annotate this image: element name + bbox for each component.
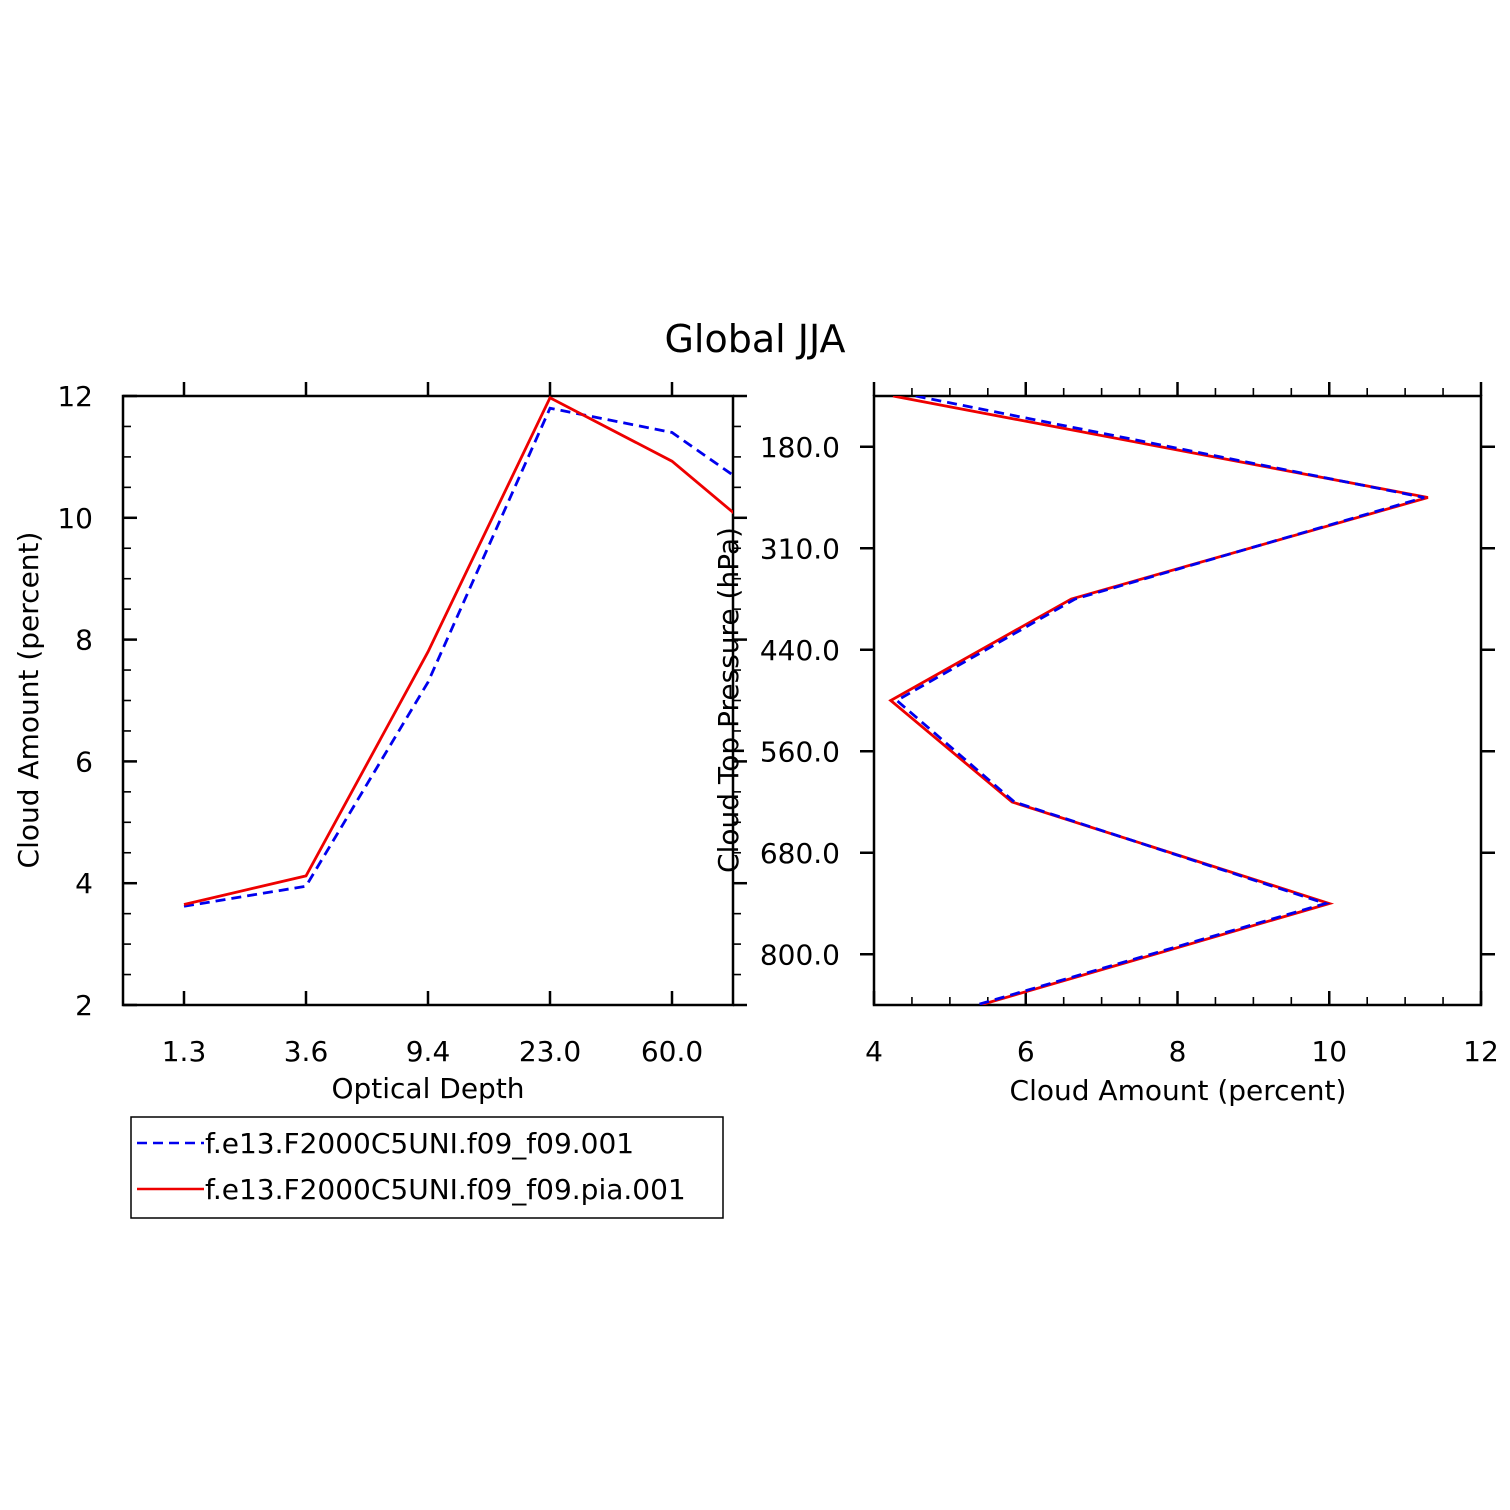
- left-xtick-label: 60.0: [641, 1035, 703, 1068]
- left-series-line-1: [183, 406, 733, 908]
- left-xtick-label: 23.0: [519, 1035, 581, 1068]
- right-series-line-2: [888, 396, 1429, 1005]
- legend: f.e13.F2000C5UNI.f09_f09.001 f.e13.F2000…: [130, 1116, 724, 1219]
- right-ytick-label: 680.0: [760, 837, 840, 870]
- right-xtick-label: 4: [865, 1035, 883, 1068]
- left-ytick-label: 10: [57, 502, 93, 535]
- right-series-line-1: [894, 396, 1425, 1005]
- left-ytick-label: 2: [75, 989, 93, 1022]
- right-xtick-label: 6: [1017, 1035, 1035, 1068]
- left-ytick-label: 8: [75, 624, 93, 657]
- right-ytick-label: 310.0: [760, 532, 840, 565]
- right-ytick-label: 800.0: [760, 938, 840, 971]
- left-ytick-label: 6: [75, 745, 93, 778]
- legend-label-b: f.e13.F2000C5UNI.f09_f09.pia.001: [205, 1173, 686, 1206]
- right-plot-frame: [872, 394, 1483, 1007]
- right-panel: 4 6 8 10 12 180.0 310.0 440.0 560.0 680.0 800.0 Cl…: [712, 382, 1499, 1107]
- right-xtick-label: 8: [1169, 1035, 1187, 1068]
- right-ylabel: Cloud Top Pressure (hPa): [712, 527, 745, 873]
- left-xtick-label: 3.6: [284, 1035, 329, 1068]
- left-xtick-label: 9.4: [406, 1035, 451, 1068]
- left-xtick-label: 1.3: [162, 1035, 207, 1068]
- left-series-line-2: [183, 396, 733, 906]
- left-ytick-label: 4: [75, 867, 93, 900]
- left-plot-frame: [121, 394, 735, 1007]
- right-xtick-label: 10: [1311, 1035, 1347, 1068]
- right-ytick-label: 180.0: [760, 431, 840, 464]
- legend-box: [130, 1116, 724, 1219]
- left-xlabel: Optical Depth: [331, 1072, 524, 1105]
- chart-title: Global JJA: [664, 317, 845, 361]
- legend-label-a: f.e13.F2000C5UNI.f09_f09.001: [205, 1127, 634, 1160]
- right-xtick-label: 12: [1463, 1035, 1499, 1068]
- left-ylabel: Cloud Amount (percent): [12, 532, 45, 869]
- left-ytick-label: 12: [57, 380, 93, 413]
- right-ytick-label: 440.0: [760, 634, 840, 667]
- left-marks: 1.3 3.6 9.4 23.0 60.0 2 4 6 8 10 12: [57, 380, 747, 1068]
- right-xlabel: Cloud Amount (percent): [1010, 1074, 1347, 1107]
- right-marks: 4 6 8 10 12 180.0 310.0 440.0 560.0 680.0 800.0: [760, 382, 1499, 1068]
- right-ytick-label: 560.0: [760, 735, 840, 768]
